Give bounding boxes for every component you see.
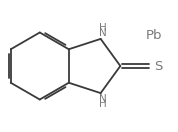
Text: H: H [100,23,107,33]
Text: N: N [100,94,107,104]
Text: N: N [100,28,107,38]
Text: H: H [100,99,107,109]
Text: Pb: Pb [146,29,163,42]
Text: S: S [155,60,163,72]
